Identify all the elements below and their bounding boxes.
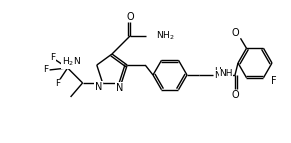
- Text: N: N: [116, 83, 123, 93]
- Text: F: F: [43, 65, 48, 75]
- Text: H$_2$N: H$_2$N: [62, 56, 81, 68]
- Text: NH$_2$: NH$_2$: [156, 30, 175, 42]
- Text: O: O: [231, 90, 239, 100]
- Text: O: O: [126, 12, 134, 22]
- Text: N: N: [95, 82, 102, 92]
- Text: H: H: [215, 67, 221, 77]
- Text: O: O: [232, 28, 239, 38]
- Text: F: F: [272, 76, 277, 86]
- Text: F: F: [50, 53, 55, 62]
- Text: F: F: [55, 80, 60, 88]
- Text: NH: NH: [219, 69, 233, 79]
- Text: N: N: [215, 70, 221, 80]
